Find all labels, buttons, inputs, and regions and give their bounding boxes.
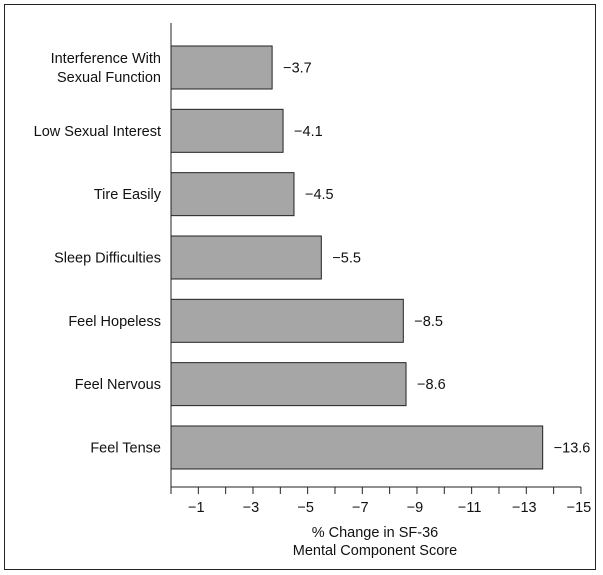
bar <box>170 45 273 90</box>
x-tick-label: −13 <box>512 500 537 516</box>
category-label: Feel Hopeless <box>68 314 161 330</box>
category-label: Low Sexual Interest <box>34 124 161 140</box>
data-labels-group: −3.7 −4.1 −4.5 −5.5 −8.5 −8.6 −13.6 <box>283 61 590 457</box>
x-axis-title-line: % Change in SF-36 <box>312 525 439 541</box>
x-tick-label: −9 <box>407 500 424 516</box>
category-label: Sleep Difficulties <box>54 250 161 266</box>
category-label-line: Low Sexual Interest <box>34 124 161 140</box>
bar-chart: Interference With Sexual Function Low Sexu… <box>34 23 592 559</box>
data-label: −5.5 <box>332 250 361 266</box>
category-label-line: Feel Tense <box>90 440 161 456</box>
category-label-line: Interference With <box>51 51 161 67</box>
category-label-line: Feel Hopeless <box>68 314 161 330</box>
bar <box>170 425 544 470</box>
category-label-line: Tire Easily <box>94 187 162 203</box>
x-tick-label: −15 <box>567 500 592 516</box>
data-label: −4.5 <box>305 187 334 203</box>
data-label: −8.5 <box>414 314 443 330</box>
x-tick-label: −1 <box>188 500 205 516</box>
bar <box>170 235 322 280</box>
category-label-line: Sleep Difficulties <box>54 250 161 266</box>
bar <box>170 108 284 153</box>
data-label: −3.7 <box>283 61 312 77</box>
category-label: Feel Tense <box>90 440 161 456</box>
data-label: −13.6 <box>554 440 591 456</box>
chart-frame: Interference With Sexual Function Low Sexu… <box>4 4 596 570</box>
bar <box>170 172 295 217</box>
category-label: Interference With Sexual Function <box>51 51 161 86</box>
x-tick-label: −7 <box>352 500 369 516</box>
x-axis-title: % Change in SF-36 Mental Component Score <box>293 525 457 559</box>
bars-group <box>170 45 544 470</box>
data-label: −8.6 <box>417 377 446 393</box>
x-axis-title-line: Mental Component Score <box>293 543 457 559</box>
category-label: Tire Easily <box>94 187 162 203</box>
bar <box>170 362 407 407</box>
x-tick-label: −5 <box>297 500 314 516</box>
data-label: −4.1 <box>294 124 323 140</box>
category-label-line: Sexual Function <box>57 70 161 86</box>
category-label: Feel Nervous <box>75 377 161 393</box>
x-tick-label: −3 <box>243 500 260 516</box>
category-label-line: Feel Nervous <box>75 377 161 393</box>
bar <box>170 298 404 343</box>
x-axis: −1 −3 −5 −7 −9 −11 −13 −15 <box>170 23 592 516</box>
x-tick-label: −11 <box>458 500 482 516</box>
category-labels-group: Interference With Sexual Function Low Sexu… <box>34 51 162 456</box>
